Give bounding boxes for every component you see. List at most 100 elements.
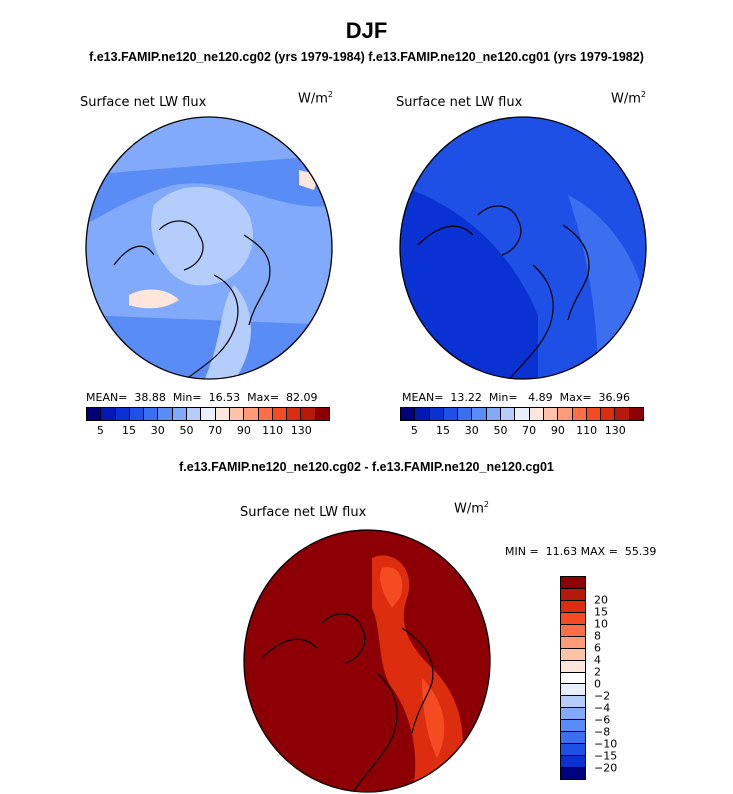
colorbar-tick-label: 20 <box>594 593 608 607</box>
colorbar-tick-label: 130 <box>604 424 626 437</box>
colorbar-swatch <box>129 408 145 420</box>
colorbar-tick-label: 15 <box>122 424 137 437</box>
subtitle-right: f.e13.FAMIP.ne120_ne120.cg01 (yrs 1979-1… <box>368 50 644 64</box>
colorbar-tick-label: 130 <box>290 424 312 437</box>
diff-map-region <box>380 567 403 608</box>
colorbar-swatch <box>443 408 459 420</box>
colorbar-swatch <box>415 408 430 420</box>
colorbar-swatch <box>561 672 585 685</box>
colorbar-swatch <box>561 684 585 697</box>
colorbar-swatch <box>201 408 216 420</box>
colorbar-swatch <box>101 408 116 420</box>
diff-panel-unit: W/m2 <box>454 500 489 517</box>
colorbar-swatch <box>229 408 245 420</box>
colorbar-tick-label: 2 <box>594 665 601 679</box>
colorbar-swatch <box>558 408 573 420</box>
colorbar-swatch <box>561 577 585 589</box>
subtitle-left: f.e13.FAMIP.ne120_ne120.cg02 (yrs 1979-1… <box>89 50 365 64</box>
figure-subtitle: f.e13.FAMIP.ne120_ne120.cg02 (yrs 1979-1… <box>0 50 733 64</box>
map1-region <box>204 285 251 379</box>
colorbar-swatch <box>561 660 585 673</box>
colorbar-tick-label: 30 <box>464 424 479 437</box>
colorbar-tick-label: 110 <box>576 424 598 437</box>
colorbar-swatch <box>458 408 473 420</box>
colorbar-tick-label: −15 <box>594 749 618 763</box>
diff-map-base <box>244 530 490 792</box>
diff-colorbar <box>560 576 586 780</box>
colorbar-tick-label: 10 <box>594 617 608 631</box>
colorbar-tick-label: −8 <box>594 725 611 739</box>
figure-title: DJF <box>345 18 388 43</box>
colorbar-swatch <box>561 588 585 601</box>
panel2-stats: MEAN= 13.22 Min= 4.89 Max= 36.96 <box>402 391 631 404</box>
colorbar-tick-label: 0 <box>594 677 601 691</box>
colorbar-swatch <box>529 408 544 420</box>
colorbar-swatch <box>486 408 502 420</box>
panel2-unit: W/m2 <box>611 90 646 107</box>
panel1-map <box>85 116 333 380</box>
colorbar-swatch <box>561 720 585 733</box>
colorbar-tick-label: 50 <box>179 424 194 437</box>
colorbar-swatch <box>187 408 202 420</box>
colorbar-swatch <box>429 408 444 420</box>
colorbar-swatch <box>144 408 159 420</box>
colorbar-swatch <box>561 768 585 779</box>
colorbar-swatch <box>258 408 273 420</box>
colorbar-tick-label: 15 <box>594 605 608 619</box>
panel2-colorbar-ticks: 5 15 30 50 70 90 110 130 <box>400 424 644 438</box>
colorbar-tick-label: −4 <box>594 701 611 715</box>
colorbar-swatch <box>561 636 585 649</box>
colorbar-swatch <box>401 408 416 420</box>
colorbar-swatch <box>215 408 230 420</box>
colorbar-swatch <box>561 624 585 637</box>
panel1-colorbar-ticks: 5 15 30 50 70 90 110 130 <box>86 424 330 438</box>
panel2-label: Surface net LW flux <box>396 95 523 110</box>
colorbar-swatch <box>158 408 173 420</box>
diff-panel-label: Surface net LW flux <box>240 505 367 520</box>
colorbar-swatch <box>629 408 644 420</box>
colorbar-swatch <box>172 408 188 420</box>
colorbar-swatch <box>272 408 288 420</box>
colorbar-swatch <box>472 408 487 420</box>
colorbar-swatch <box>244 408 259 420</box>
colorbar-tick-label: 50 <box>493 424 508 437</box>
colorbar-tick-label: 5 <box>410 424 418 437</box>
panel1-stats: MEAN= 38.88 Min= 16.53 Max= 82.09 <box>86 391 318 404</box>
colorbar-swatch <box>515 408 530 420</box>
colorbar-swatch <box>315 408 330 420</box>
map1-region <box>129 289 179 309</box>
colorbar-swatch <box>601 408 616 420</box>
colorbar-tick-label: 5 <box>96 424 104 437</box>
colorbar-tick-label: 30 <box>150 424 165 437</box>
colorbar-tick-label: −20 <box>594 761 618 775</box>
diff-colorbar-ticks: 20 15 10 8 6 4 2 0 −2 −4 −6 −8 −10 −15 −20 <box>594 576 634 780</box>
colorbar-tick-label: −2 <box>594 689 611 703</box>
colorbar-swatch <box>561 612 585 625</box>
colorbar-swatch <box>301 408 316 420</box>
colorbar-swatch <box>561 744 585 757</box>
colorbar-tick-label: 70 <box>208 424 223 437</box>
panel1-colorbar <box>86 407 330 421</box>
colorbar-tick-label: 90 <box>550 424 565 437</box>
colorbar-swatch <box>543 408 559 420</box>
colorbar-tick-label: −6 <box>594 713 611 727</box>
panel1-label: Surface net LW flux <box>80 95 207 110</box>
diff-map-region <box>422 678 445 758</box>
colorbar-tick-label: 4 <box>594 653 601 667</box>
diff-panel-stats: MIN = 11.63 MAX = 55.39 <box>505 545 657 558</box>
colorbar-swatch <box>561 732 585 745</box>
colorbar-tick-label: 15 <box>436 424 451 437</box>
colorbar-tick-label: −10 <box>594 737 618 751</box>
colorbar-swatch <box>561 600 585 613</box>
colorbar-tick-label: 70 <box>522 424 537 437</box>
map2-region <box>400 185 538 379</box>
colorbar-swatch <box>87 408 102 420</box>
map1-region <box>86 155 332 225</box>
colorbar-swatch <box>561 648 585 661</box>
colorbar-swatch <box>287 408 302 420</box>
colorbar-tick-label: 90 <box>236 424 251 437</box>
colorbar-swatch <box>615 408 630 420</box>
colorbar-swatch <box>586 408 602 420</box>
colorbar-tick-label: 110 <box>262 424 284 437</box>
colorbar-tick-label: 6 <box>594 641 601 655</box>
